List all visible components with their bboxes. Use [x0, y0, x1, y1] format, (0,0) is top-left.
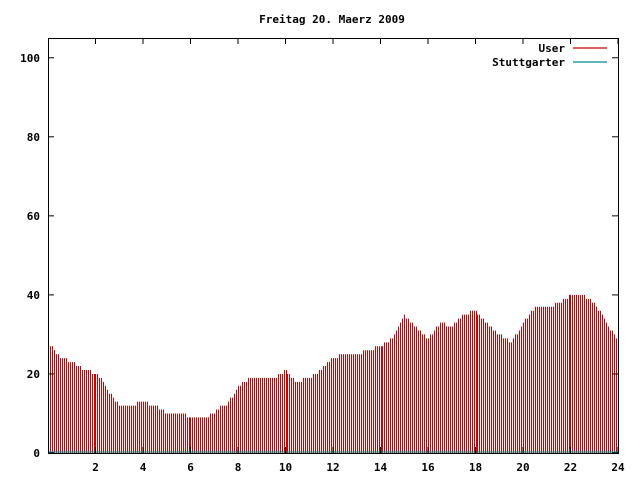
- chart-title: Freitag 20. Maerz 2009: [259, 13, 405, 26]
- x-tick-label: 18: [469, 461, 482, 474]
- y-tick-label: 40: [27, 289, 40, 302]
- y-tick-label: 20: [27, 368, 40, 381]
- x-tick-label: 2: [92, 461, 99, 474]
- x-tick-label: 20: [516, 461, 529, 474]
- y-tick-label: 100: [20, 52, 40, 65]
- x-tick-label: 22: [564, 461, 577, 474]
- x-tick-label: 6: [187, 461, 194, 474]
- y-tick-label: 0: [33, 447, 40, 460]
- legend-label-stuttgarter: Stuttgarter: [492, 56, 565, 69]
- x-tick-label: 8: [235, 461, 242, 474]
- x-tick-label: 4: [140, 461, 147, 474]
- bars-group: [48, 294, 619, 453]
- y-tick-label: 80: [27, 131, 40, 144]
- x-tick-label: 24: [611, 461, 625, 474]
- x-tick-label: 14: [374, 461, 388, 474]
- y-tick-label: 60: [27, 210, 40, 223]
- legend-label-user: User: [539, 42, 566, 55]
- legend: User Stuttgarter: [492, 42, 607, 69]
- x-tick-label: 12: [326, 461, 339, 474]
- x-tick-label: 10: [279, 461, 292, 474]
- x-tick-label: 16: [421, 461, 435, 474]
